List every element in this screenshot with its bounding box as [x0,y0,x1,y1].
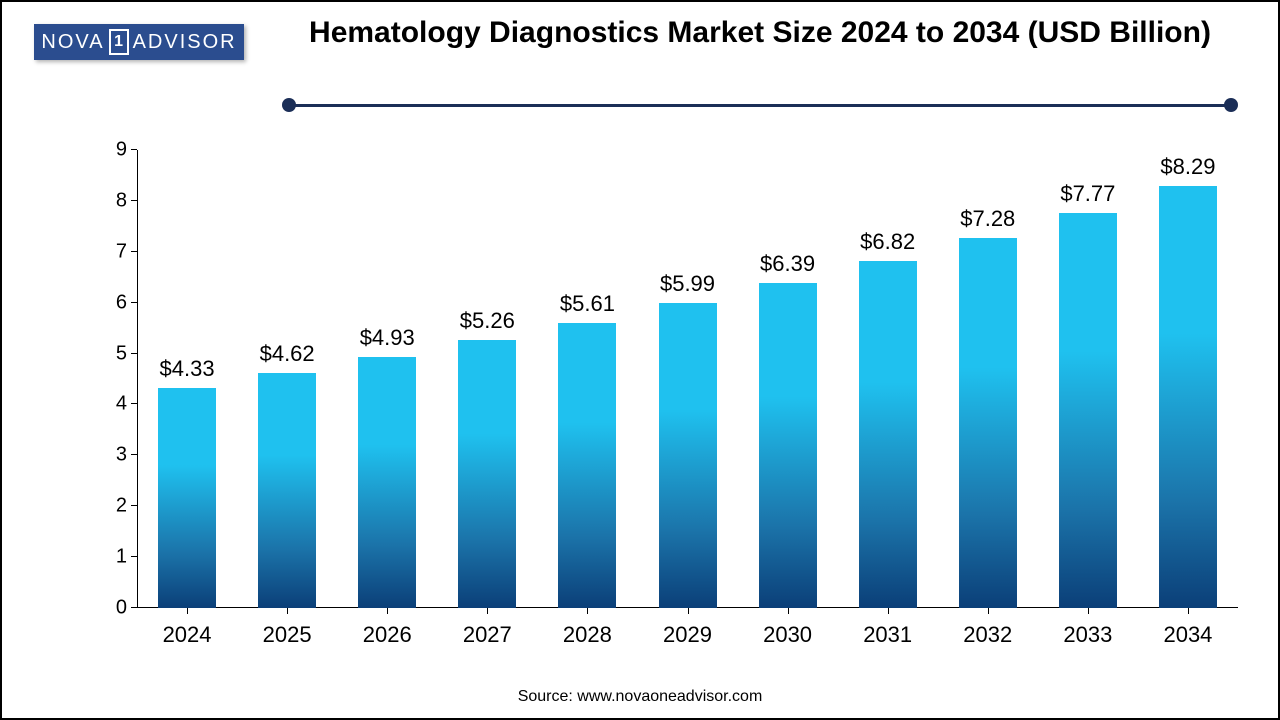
y-tick-mark [131,149,137,150]
logo-text-left: NOVA [41,31,104,54]
x-tick-mark [788,608,789,614]
y-tick-mark [131,200,137,201]
y-tick-label: 9 [82,139,127,162]
bar [558,323,616,608]
y-tick-mark [131,302,137,303]
x-tick-mark [587,608,588,614]
bar-chart: 0123456789$4.332024$4.622025$4.932026$5.… [82,150,1248,658]
chart-title: Hematology Diagnostics Market Size 2024 … [282,14,1238,52]
bar [1159,186,1217,608]
y-tick-label: 3 [82,444,127,467]
x-tick-mark [1188,608,1189,614]
bar [458,340,516,608]
y-tick-label: 0 [82,597,127,620]
bar [258,373,316,608]
x-tick-mark [688,608,689,614]
x-tick-mark [387,608,388,614]
bar [358,357,416,608]
y-tick-label: 2 [82,495,127,518]
underline-line [288,104,1232,107]
source-text: Source: www.novaoneadvisor.com [2,688,1278,706]
bar [659,303,717,608]
brand-logo: NOVA 1 ADVISOR [34,24,244,60]
y-tick-label: 1 [82,546,127,569]
x-tick-mark [187,608,188,614]
logo-box-icon: 1 [109,29,129,55]
x-tick-mark [888,608,889,614]
y-tick-mark [131,251,137,252]
y-tick-label: 8 [82,189,127,212]
x-tick-mark [487,608,488,614]
y-tick-label: 5 [82,342,127,365]
logo-text-right: ADVISOR [133,31,237,54]
x-tick-mark [1088,608,1089,614]
y-tick-label: 4 [82,393,127,416]
x-tick-mark [988,608,989,614]
bar [1059,213,1117,608]
y-tick-mark [131,353,137,354]
bar-slot: $8.292034 [1128,186,1248,608]
plot-area: 0123456789$4.332024$4.622025$4.932026$5.… [137,150,1238,608]
bar [859,261,917,608]
bar [759,283,817,608]
bar [959,238,1017,608]
underline-dot-icon [1224,98,1238,112]
y-tick-label: 7 [82,240,127,263]
y-tick-label: 6 [82,291,127,314]
bar-value-label: $8.29 [1128,154,1248,180]
bar [158,388,216,608]
title-underline [282,98,1238,112]
x-tick-label: 2034 [1128,622,1248,648]
x-tick-mark [287,608,288,614]
chart-frame: NOVA 1 ADVISOR Hematology Diagnostics Ma… [0,0,1280,720]
